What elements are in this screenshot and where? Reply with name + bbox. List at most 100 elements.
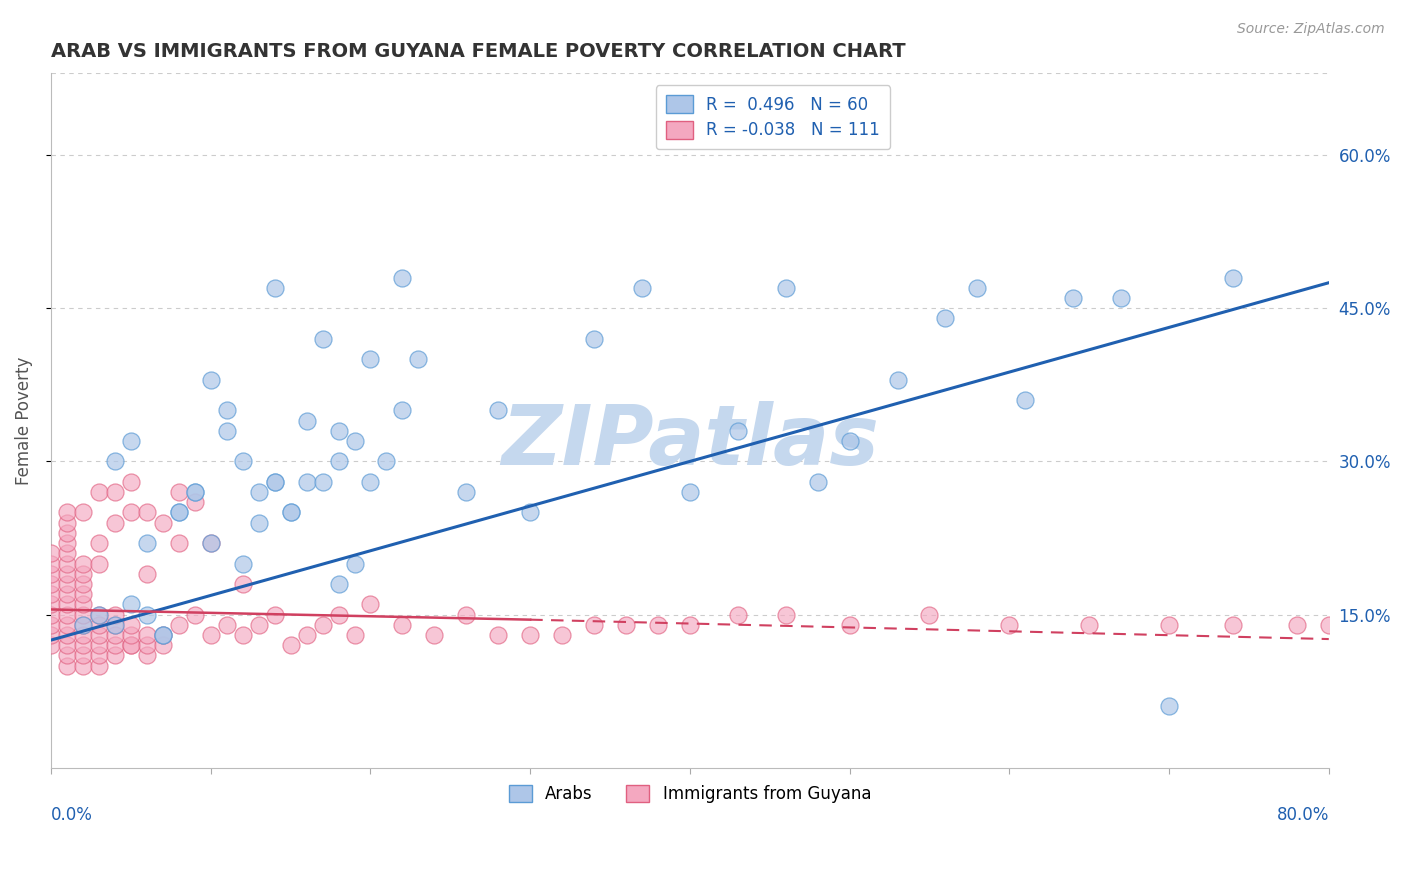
Point — [39, 598, 62, 612]
Point — [311, 332, 333, 346]
Point — [1157, 617, 1180, 632]
Point — [56, 587, 79, 601]
Point — [232, 577, 254, 591]
Point — [87, 536, 110, 550]
Point — [1317, 617, 1340, 632]
Point — [1350, 628, 1372, 642]
Point — [311, 617, 333, 632]
Point — [56, 546, 79, 560]
Point — [200, 373, 222, 387]
Point — [391, 403, 413, 417]
Point — [120, 638, 142, 652]
Text: ARAB VS IMMIGRANTS FROM GUYANA FEMALE POVERTY CORRELATION CHART: ARAB VS IMMIGRANTS FROM GUYANA FEMALE PO… — [51, 42, 905, 61]
Point — [232, 454, 254, 468]
Point — [39, 607, 62, 622]
Point — [56, 577, 79, 591]
Point — [838, 434, 860, 448]
Point — [280, 506, 302, 520]
Point — [152, 638, 174, 652]
Point — [56, 566, 79, 581]
Point — [391, 270, 413, 285]
Point — [184, 607, 207, 622]
Point — [200, 536, 222, 550]
Point — [39, 628, 62, 642]
Point — [934, 311, 956, 326]
Point — [247, 485, 270, 500]
Point — [135, 506, 157, 520]
Point — [184, 485, 207, 500]
Point — [232, 628, 254, 642]
Point — [311, 475, 333, 489]
Point — [56, 648, 79, 663]
Point — [200, 628, 222, 642]
Point — [152, 628, 174, 642]
Point — [72, 638, 94, 652]
Point — [104, 617, 127, 632]
Point — [120, 628, 142, 642]
Point — [328, 607, 350, 622]
Point — [72, 658, 94, 673]
Point — [87, 617, 110, 632]
Point — [343, 434, 366, 448]
Point — [727, 424, 749, 438]
Point — [647, 617, 669, 632]
Point — [104, 607, 127, 622]
Point — [280, 638, 302, 652]
Point — [120, 434, 142, 448]
Point — [295, 475, 318, 489]
Point — [72, 617, 94, 632]
Y-axis label: Female Poverty: Female Poverty — [15, 357, 32, 484]
Point — [104, 454, 127, 468]
Point — [56, 628, 79, 642]
Point — [631, 281, 654, 295]
Point — [72, 577, 94, 591]
Point — [135, 566, 157, 581]
Point — [152, 516, 174, 530]
Point — [1078, 617, 1101, 632]
Point — [1157, 699, 1180, 714]
Point — [408, 352, 430, 367]
Point — [56, 617, 79, 632]
Point — [39, 577, 62, 591]
Point — [263, 475, 285, 489]
Point — [551, 628, 574, 642]
Point — [135, 536, 157, 550]
Point — [486, 403, 509, 417]
Text: Source: ZipAtlas.com: Source: ZipAtlas.com — [1237, 22, 1385, 37]
Point — [583, 617, 606, 632]
Point — [87, 638, 110, 652]
Point — [614, 617, 637, 632]
Point — [456, 485, 478, 500]
Point — [72, 566, 94, 581]
Point — [72, 587, 94, 601]
Point — [727, 607, 749, 622]
Point — [391, 617, 413, 632]
Point — [775, 281, 797, 295]
Point — [200, 536, 222, 550]
Point — [39, 587, 62, 601]
Point — [328, 454, 350, 468]
Point — [679, 617, 702, 632]
Point — [1285, 617, 1308, 632]
Point — [184, 485, 207, 500]
Point — [87, 607, 110, 622]
Point — [966, 281, 988, 295]
Point — [72, 617, 94, 632]
Point — [343, 628, 366, 642]
Point — [56, 525, 79, 540]
Point — [1014, 393, 1036, 408]
Text: 80.0%: 80.0% — [1277, 805, 1329, 824]
Point — [56, 557, 79, 571]
Point — [120, 598, 142, 612]
Point — [120, 506, 142, 520]
Point — [72, 628, 94, 642]
Point — [328, 424, 350, 438]
Point — [87, 485, 110, 500]
Point — [295, 628, 318, 642]
Point — [1382, 617, 1405, 632]
Point — [56, 598, 79, 612]
Point — [135, 628, 157, 642]
Point — [583, 332, 606, 346]
Point — [775, 607, 797, 622]
Point — [104, 485, 127, 500]
